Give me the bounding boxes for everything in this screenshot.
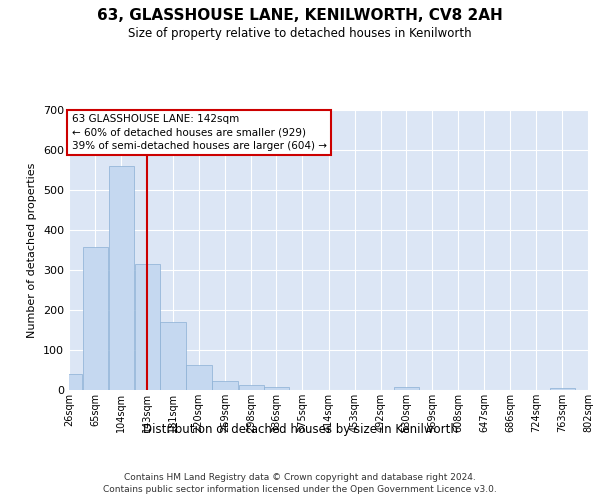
Bar [187, 365, 212, 390]
Y-axis label: Number of detached properties: Number of detached properties [28, 162, 37, 338]
Text: 63, GLASSHOUSE LANE, KENILWORTH, CV8 2AH: 63, GLASSHOUSE LANE, KENILWORTH, CV8 2AH [97, 8, 503, 22]
Text: Size of property relative to detached houses in Kenilworth: Size of property relative to detached ho… [128, 28, 472, 40]
Bar [212, 381, 238, 390]
Bar [83, 247, 108, 390]
Bar [160, 322, 186, 390]
Bar [550, 388, 575, 390]
Bar [135, 264, 160, 390]
Bar [109, 166, 134, 390]
Bar [264, 387, 289, 390]
Bar [56, 374, 82, 390]
Text: 63 GLASSHOUSE LANE: 142sqm
← 60% of detached houses are smaller (929)
39% of sem: 63 GLASSHOUSE LANE: 142sqm ← 60% of deta… [71, 114, 326, 150]
Text: Contains public sector information licensed under the Open Government Licence v3: Contains public sector information licen… [103, 485, 497, 494]
Bar [394, 387, 419, 390]
Text: Distribution of detached houses by size in Kenilworth: Distribution of detached houses by size … [143, 422, 457, 436]
Bar [239, 385, 264, 390]
Text: Contains HM Land Registry data © Crown copyright and database right 2024.: Contains HM Land Registry data © Crown c… [124, 472, 476, 482]
